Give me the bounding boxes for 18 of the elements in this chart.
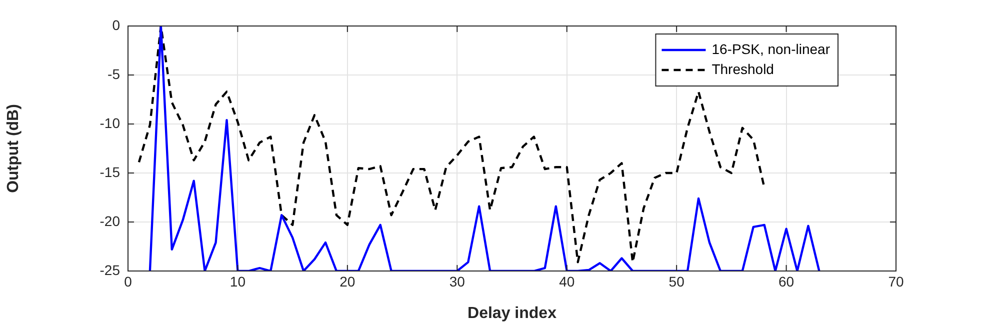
legend-label: 16-PSK, non-linear bbox=[712, 40, 830, 57]
x-tick-label: 60 bbox=[778, 273, 794, 290]
y-tick-label: 0 bbox=[112, 16, 120, 33]
x-tick-label: 30 bbox=[449, 273, 466, 290]
y-tick-label: -15 bbox=[100, 164, 120, 180]
x-tick-label: 40 bbox=[559, 273, 575, 290]
y-tick-label: -25 bbox=[100, 262, 120, 278]
x-tick-label: 0 bbox=[124, 273, 132, 290]
x-tick-label: 50 bbox=[668, 273, 685, 290]
x-tick-label: 10 bbox=[230, 273, 246, 290]
y-axis-title: Output (dB) bbox=[5, 104, 22, 193]
legend-label: Threshold bbox=[712, 60, 774, 77]
y-tick-label: -20 bbox=[100, 212, 120, 229]
y-tick-label: -5 bbox=[108, 66, 120, 82]
y-tick-label: -10 bbox=[100, 114, 120, 131]
x-tick-label: 20 bbox=[340, 273, 356, 290]
x-axis-title: Delay index bbox=[468, 304, 557, 322]
x-tick-label: 70 bbox=[888, 273, 904, 290]
